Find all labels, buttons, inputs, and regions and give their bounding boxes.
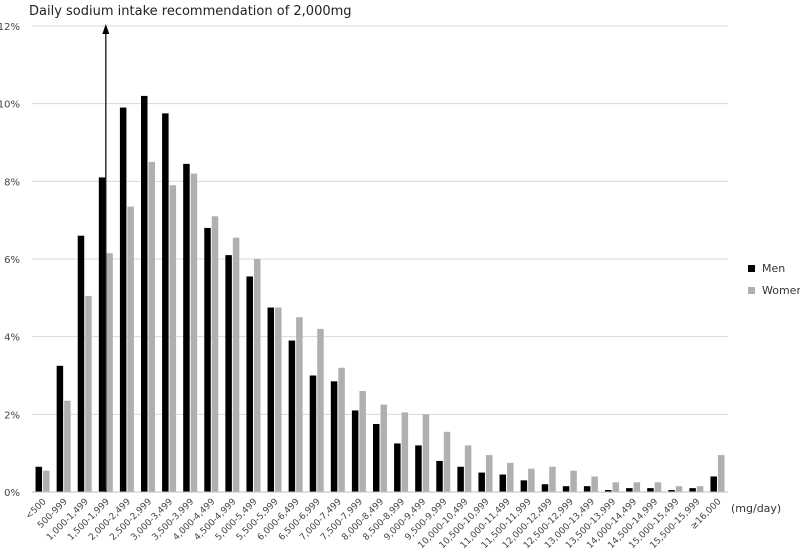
gridlines xyxy=(32,25,728,493)
bar-women xyxy=(485,455,493,492)
bar-women xyxy=(549,466,556,492)
bar-men xyxy=(541,484,549,492)
bar-women xyxy=(570,470,577,492)
bar-women xyxy=(317,328,324,492)
bar-men xyxy=(415,445,422,492)
legend-label-men: Men xyxy=(762,262,785,275)
bar-men xyxy=(35,466,43,492)
marker-arrowhead xyxy=(102,24,110,34)
bar-women xyxy=(464,445,472,492)
bar-women xyxy=(338,367,345,492)
bar-men xyxy=(499,474,507,492)
bar-women xyxy=(211,216,219,493)
bar-men xyxy=(626,488,633,492)
bar-women xyxy=(64,400,71,492)
bar-men xyxy=(562,486,570,492)
y-tick-label: 4% xyxy=(4,333,20,344)
bar-women xyxy=(253,259,261,492)
bar-women xyxy=(443,431,451,492)
bar-women xyxy=(169,185,177,492)
bar-men xyxy=(436,460,443,492)
bar-women xyxy=(528,468,535,492)
bar-men xyxy=(246,276,253,492)
bar-men xyxy=(56,365,64,492)
bar-men xyxy=(309,375,317,492)
bar-men xyxy=(583,486,591,492)
bar-women xyxy=(232,237,240,492)
bar-men xyxy=(98,177,106,492)
bar-women xyxy=(507,462,514,492)
bar-men xyxy=(647,488,654,492)
bar-men xyxy=(668,490,675,492)
bar-women xyxy=(612,482,619,492)
bar-women xyxy=(127,206,134,492)
bar-men xyxy=(225,255,232,492)
bar-women xyxy=(717,455,725,492)
bar-women xyxy=(591,476,598,492)
bar-men xyxy=(330,381,338,492)
bar-men xyxy=(478,472,485,492)
bar-women xyxy=(85,295,92,492)
recommendation-marker xyxy=(102,24,110,492)
y-axis-ticks: 0% 2% 4% 6% 8% 10% 12% xyxy=(0,22,20,499)
bar-men xyxy=(394,443,401,492)
bar-women xyxy=(43,470,50,492)
legend: Men Women xyxy=(748,262,800,297)
bars xyxy=(35,95,725,493)
bar-men xyxy=(351,410,359,492)
bar-men xyxy=(373,424,380,492)
y-tick-label: 10% xyxy=(0,100,20,111)
bar-men xyxy=(267,307,275,492)
bar-women xyxy=(296,317,303,492)
x-axis-ticks: <500500-9991,000-1,4991,500-1,9992,000-2… xyxy=(24,497,724,551)
recommendation-annotation: Daily sodium intake recommendation of 2,… xyxy=(29,4,352,19)
legend-swatch-men xyxy=(748,265,755,272)
bar-women xyxy=(380,404,387,492)
y-tick-label: 8% xyxy=(4,177,20,188)
bar-men xyxy=(204,227,211,492)
y-tick-label: 0% xyxy=(4,488,20,499)
bar-women xyxy=(359,391,366,492)
bar-women xyxy=(401,412,409,492)
bar-men xyxy=(520,480,528,492)
bar-men xyxy=(77,235,85,492)
bar-women xyxy=(696,486,704,492)
bar-men xyxy=(689,488,696,492)
bar-women xyxy=(675,486,683,492)
y-tick-label: 6% xyxy=(4,255,20,266)
bar-women xyxy=(275,307,282,492)
y-tick-label: 12% xyxy=(0,22,20,33)
bar-men xyxy=(605,490,612,492)
bar-women xyxy=(190,173,198,493)
x-axis-unit-label: (mg/day) xyxy=(731,502,781,515)
bar-men xyxy=(288,340,296,492)
bar-women xyxy=(106,253,113,492)
legend-label-women: Women xyxy=(762,284,800,297)
bar-women xyxy=(654,482,662,492)
bar-men xyxy=(457,466,464,492)
bar-men xyxy=(141,95,148,493)
bar-men xyxy=(710,476,717,492)
y-tick-label: 2% xyxy=(4,410,20,421)
bar-women xyxy=(422,414,430,492)
bar-men xyxy=(183,163,190,492)
legend-swatch-women xyxy=(748,287,755,294)
bar-women xyxy=(633,482,641,492)
bar-women xyxy=(148,161,155,492)
bar-men xyxy=(119,107,127,493)
bar-men xyxy=(162,113,169,492)
